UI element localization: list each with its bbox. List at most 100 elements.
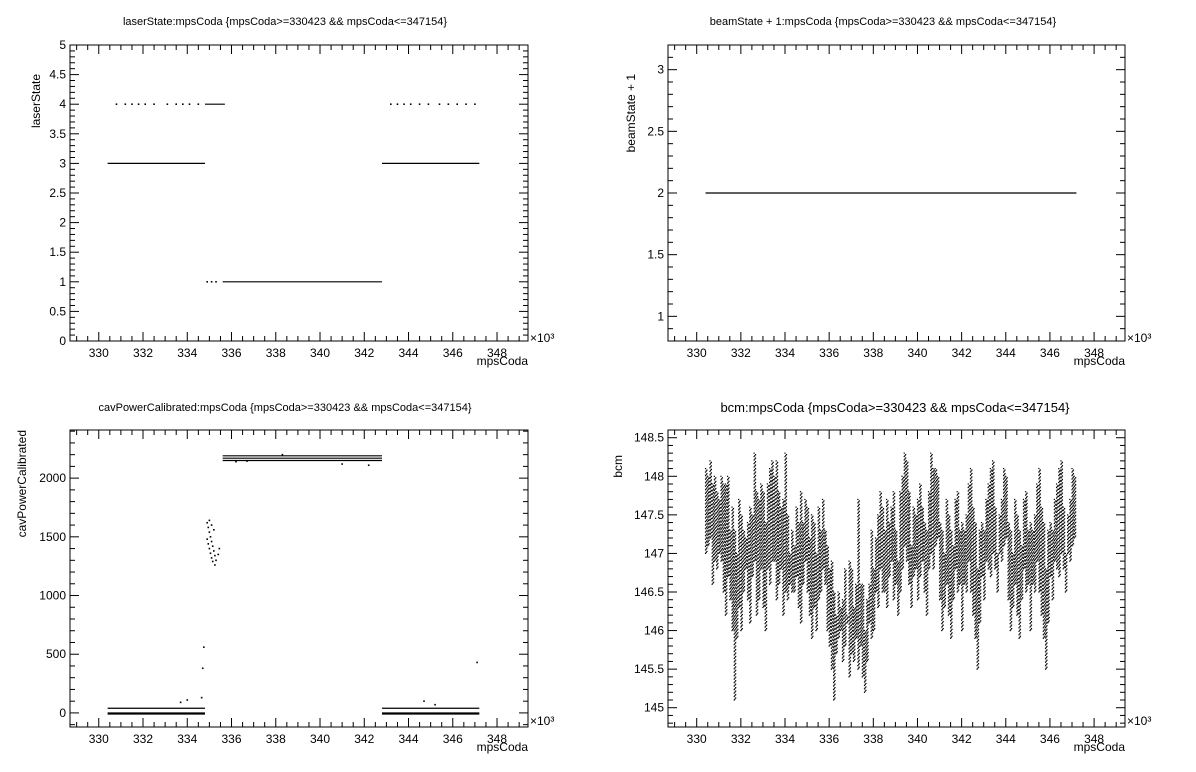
data-point (793, 576, 796, 578)
data-point (817, 554, 819, 556)
data-point (720, 511, 722, 513)
data-point (781, 566, 783, 568)
data-point (763, 503, 765, 505)
data-point (732, 618, 734, 620)
data-point (727, 482, 729, 484)
data-point (766, 508, 768, 510)
y-tick-label: 145 (644, 701, 664, 715)
data-point (790, 564, 792, 566)
data-point (799, 548, 801, 550)
chart-panel-0: laserState:mpsCoda {mpsCoda>=330423 && m… (29, 16, 554, 368)
data-point (734, 639, 736, 641)
data-point (726, 605, 728, 607)
data-point (800, 586, 802, 588)
data-point (761, 509, 763, 511)
data-point (788, 569, 791, 572)
data-point (799, 567, 802, 569)
data-point (707, 503, 709, 505)
data-point (749, 562, 751, 564)
data-point (409, 103, 412, 105)
data-point (785, 496, 787, 498)
data-point (708, 518, 710, 521)
data-point (813, 532, 815, 534)
data-point (755, 491, 757, 493)
data-point (710, 469, 712, 471)
data-point (750, 557, 752, 559)
data-point (716, 535, 718, 537)
data-point (730, 562, 732, 564)
data-point (735, 544, 737, 547)
data-point (755, 497, 757, 500)
data-point (754, 479, 756, 481)
data-point (752, 563, 754, 565)
data-point (727, 557, 729, 559)
data-point (785, 485, 788, 487)
data-point (777, 508, 779, 510)
data-point (742, 563, 744, 566)
data-point (757, 595, 759, 597)
data-point (818, 567, 820, 569)
data-point (755, 494, 757, 496)
data-point (770, 571, 772, 573)
data-point (760, 528, 763, 530)
data-point (802, 568, 805, 571)
data-point (774, 526, 777, 528)
data-point (753, 539, 755, 541)
data-point (765, 540, 768, 543)
data-point (810, 620, 813, 622)
data-point (770, 539, 772, 541)
data-point (791, 543, 793, 545)
data-point (720, 503, 722, 506)
data-point (742, 581, 744, 583)
data-point (817, 564, 819, 567)
data-point (811, 520, 813, 522)
data-point (774, 558, 777, 560)
data-point (782, 498, 784, 501)
data-point (710, 461, 713, 463)
data-point (755, 545, 757, 548)
data-point (735, 558, 737, 561)
data-point (796, 526, 798, 528)
data-point (806, 520, 808, 522)
data-point (741, 585, 743, 588)
data-point (720, 496, 722, 499)
data-point (809, 610, 811, 612)
data-point (791, 576, 793, 578)
data-point (810, 589, 813, 591)
data-point (757, 588, 759, 590)
data-point (756, 524, 758, 526)
data-point (773, 560, 775, 562)
data-point (725, 606, 727, 608)
data-point (773, 507, 775, 509)
data-point (750, 602, 752, 604)
data-point (727, 516, 729, 518)
data-point (734, 694, 736, 697)
data-point (710, 528, 713, 530)
data-point (770, 560, 772, 562)
data-point (765, 541, 767, 544)
x-tick-label: 344 (399, 732, 419, 746)
data-point (788, 583, 791, 585)
data-point (706, 487, 708, 489)
data-point (782, 522, 785, 524)
data-point (785, 495, 788, 497)
data-point (804, 519, 806, 521)
data-point (805, 527, 807, 529)
data-point (713, 512, 715, 514)
data-point (740, 577, 742, 579)
data-point (763, 601, 765, 603)
data-point (808, 572, 810, 574)
data-point (724, 511, 727, 513)
data-point (727, 503, 729, 505)
data-point (816, 593, 818, 596)
data-point (816, 561, 818, 563)
data-point (799, 615, 802, 617)
data-point (810, 584, 812, 586)
data-point (794, 564, 796, 566)
data-point (765, 617, 768, 619)
data-point (734, 570, 736, 572)
data-point (724, 521, 727, 523)
data-point (770, 546, 772, 548)
data-point (773, 553, 775, 555)
data-point (769, 477, 771, 479)
